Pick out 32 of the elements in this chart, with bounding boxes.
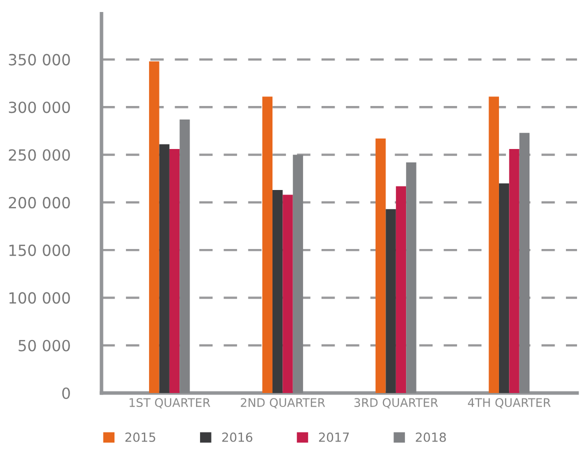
y-tick-label: 150 000 (9, 244, 70, 256)
y-tick-label: 100 000 (9, 292, 70, 304)
legend-label: 2016 (222, 432, 252, 442)
bar (169, 149, 180, 394)
x-tick-label: 3RD QUARTER (354, 398, 438, 408)
bar (509, 149, 520, 394)
y-tick-label: 350 000 (8, 54, 70, 66)
bar (386, 209, 396, 394)
bar (519, 132, 530, 394)
bar (159, 144, 170, 394)
legend-label: 2018 (416, 432, 446, 442)
bar (396, 186, 406, 394)
x-tick-label: 1ST QUARTER (130, 398, 210, 408)
bar (498, 183, 510, 394)
legend-label: 2015 (125, 432, 156, 442)
y-tick-label: 300 000 (8, 102, 70, 114)
y-tick-label: 200 000 (8, 196, 70, 208)
bar (406, 162, 416, 394)
x-tick-label: 2ND QUARTER (240, 398, 326, 408)
bar (180, 119, 190, 394)
bar (292, 154, 304, 394)
bar (272, 190, 283, 394)
bar (376, 138, 386, 394)
bar (149, 61, 160, 394)
bar (262, 96, 272, 394)
y-tick-label: 0 (62, 387, 70, 400)
legend-label: 2017 (319, 432, 349, 442)
bar (282, 194, 293, 394)
y-tick-label: 250 000 (8, 149, 70, 161)
y-tick-label: 50 000 (18, 340, 70, 352)
x-tick-label: 4TH QUARTER (468, 398, 551, 408)
bar (488, 96, 499, 394)
